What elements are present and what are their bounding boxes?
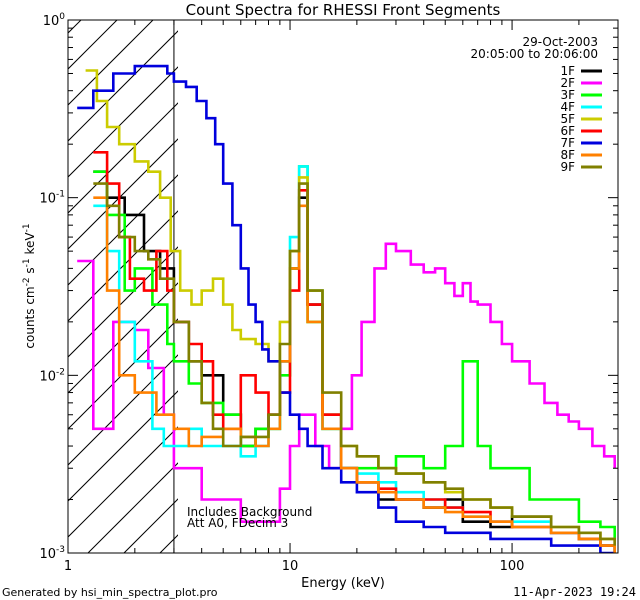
hatch-line: [68, 390, 178, 502]
legend-time-range: 20:05:00 to 20:06:00: [471, 47, 598, 61]
series-line-9f: [93, 182, 616, 546]
hatch-line: [232, 0, 640, 553]
legend-label: 7F: [560, 136, 575, 150]
y-tick-label: 10-2: [39, 367, 65, 384]
y-tick-base: 10: [39, 547, 56, 562]
x-tick-labels: 1 10 100: [64, 559, 525, 574]
hatch-line: [68, 210, 178, 322]
hatch-line: [68, 102, 178, 214]
footer-generated-by: Generated by hsi_min_spectra_plot.pro: [2, 586, 218, 599]
hatch-line: [68, 246, 178, 358]
hatch-line: [0, 0, 104, 553]
y-tick-label: 100: [43, 12, 66, 29]
hatch-line: [520, 0, 640, 553]
legend-label: 1F: [560, 64, 575, 78]
chart-title: Count Spectra for RHESSI Front Segments: [186, 1, 501, 19]
annotation-attenuator: Att A0, FDecim 3: [187, 516, 288, 530]
legend-label: 8F: [560, 148, 575, 162]
series-line-7f: [77, 64, 615, 553]
legend-label: 5F: [560, 112, 575, 126]
hatch-line: [68, 138, 178, 250]
series-layer: [77, 64, 616, 553]
footer-timestamp: 11-Apr-2023 19:24: [513, 585, 636, 599]
y-tick-base: 10: [39, 192, 56, 207]
legend-date: 29-Oct-2003: [522, 35, 598, 49]
legend-label: 6F: [560, 124, 575, 138]
y-axis-label-exponent: -1: [22, 258, 32, 267]
x-tick-label: 100: [500, 559, 525, 574]
annotation-background: Includes Background: [187, 505, 312, 519]
plot-frame: [67, 19, 619, 554]
hatched-region: [0, 0, 640, 553]
y-tick-exponent: -1: [56, 190, 65, 200]
legend-label: 3F: [560, 88, 575, 102]
x-tick-label: 10: [282, 559, 299, 574]
hatch-line: [68, 30, 178, 142]
x-axis-label: Energy (keV): [301, 576, 385, 591]
series-line-5f: [85, 69, 616, 546]
axis-ticks: [67, 19, 619, 554]
hatch-line: [68, 66, 178, 178]
y-tick-base: 10: [43, 14, 60, 29]
hatch-line: [68, 20, 118, 70]
y-tick-base: 10: [39, 369, 56, 384]
y-tick-exponent: -2: [56, 367, 65, 377]
x-tick-label: 1: [64, 559, 72, 574]
hatch-line: [68, 174, 178, 286]
legend-label: 9F: [560, 160, 575, 174]
y-axis-label-part: keV: [23, 232, 37, 259]
hatch-line: [448, 0, 640, 553]
y-tick-exponent: 0: [59, 12, 65, 22]
y-axis-label: counts cm-2 s-1 keV-1: [22, 223, 37, 348]
hatch-line: [87, 462, 178, 553]
y-axis-label-exponent: -2: [22, 277, 32, 286]
y-tick-exponent: -3: [56, 545, 65, 555]
y-axis-label-part: s: [23, 267, 37, 277]
y-tick-label: 10-1: [39, 190, 65, 207]
legend-label: 4F: [560, 100, 575, 114]
hatch-line: [68, 282, 178, 394]
hatch-line: [68, 354, 178, 466]
legend-label: 2F: [560, 76, 575, 90]
hatch-line: [628, 0, 640, 553]
y-axis-label-part: counts cm: [23, 286, 37, 348]
y-axis-label-exponent: -1: [22, 223, 32, 232]
hatch-line: [68, 426, 178, 538]
y-tick-label: 10-3: [39, 545, 65, 562]
series-line-2f: [77, 242, 616, 523]
